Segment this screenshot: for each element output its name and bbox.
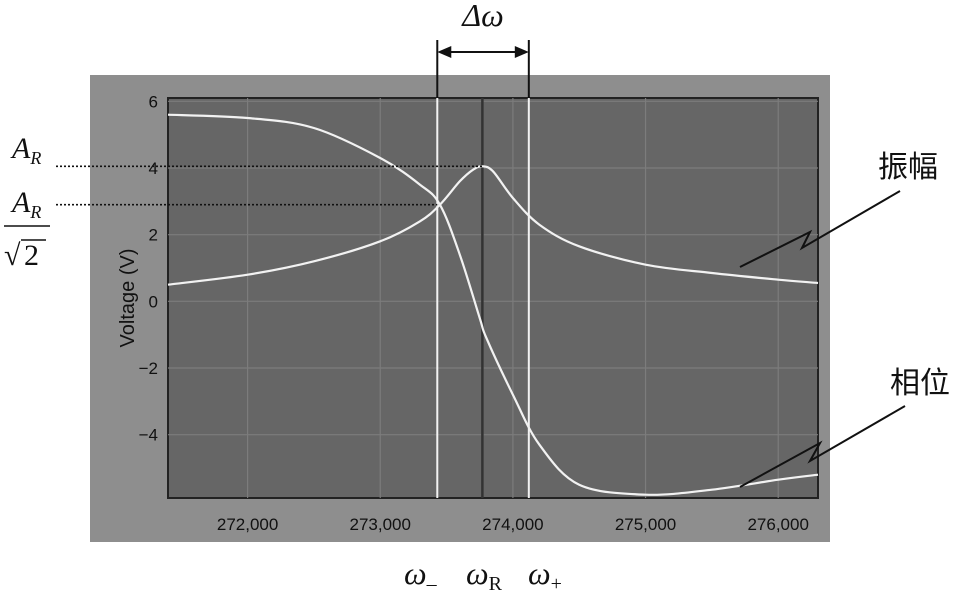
amplitude-guides (56, 165, 483, 206)
curves (167, 113, 819, 496)
y-tick-label: 0 (149, 292, 158, 311)
sqrt-symbol: √ (4, 239, 21, 272)
a-r-subscript: R (29, 148, 41, 168)
omega-plus-symbol: ω (528, 555, 551, 591)
omega-r-label: ωR (466, 555, 503, 595)
y-axis-label: Voltage (V) (117, 249, 139, 348)
omega-minus-subscript: – (426, 573, 438, 595)
delta-omega-bracket (436, 40, 530, 98)
omega-minus-symbol: ω (404, 555, 427, 591)
amplitude-pointer (739, 190, 901, 268)
a-r2-subscript: R (29, 202, 41, 222)
phase-pointer (739, 405, 906, 488)
plot-area (167, 97, 819, 499)
bracket-arrowhead-left (437, 46, 452, 58)
y-tick-label: 2 (149, 226, 158, 245)
gridlines (168, 98, 818, 498)
x-tick-label: 272,000 (217, 515, 278, 534)
a-r-label: AR (10, 132, 41, 168)
phase-curve-label: 相位 (890, 366, 950, 401)
bracket-arrowhead-right (514, 46, 529, 58)
y-tick-label: −2 (139, 359, 158, 378)
phase-curve (167, 113, 819, 496)
x-tick-label: 273,000 (350, 515, 411, 534)
omega-r-symbol: ω (466, 555, 489, 591)
omega-r-subscript: R (489, 573, 503, 595)
a-r-over-sqrt2-numerator: AR (10, 186, 41, 222)
x-tick-label: 274,000 (482, 515, 543, 534)
y-tick-labels: 6 4 2 0 −2 −4 (139, 92, 158, 444)
y-tick-label: 4 (149, 159, 158, 178)
amplitude-curve-label: 振幅 (878, 150, 938, 185)
y-tick-label: −4 (139, 426, 158, 445)
x-tick-label: 275,000 (615, 515, 676, 534)
omega-plus-label: ω+ (528, 555, 562, 595)
a-r-symbol: A (10, 132, 31, 165)
y-tick-label: 6 (149, 92, 158, 111)
amplitude-curve (167, 165, 819, 286)
x-tick-labels: 272,000 273,000 274,000 275,000 276,000 (217, 515, 809, 534)
frequency-marker-lines (436, 98, 530, 498)
delta-omega-label: Δω (460, 0, 503, 33)
omega-minus-label: ω– (404, 555, 438, 595)
a-r2-symbol: A (10, 186, 31, 219)
omega-plus-subscript: + (551, 573, 562, 595)
x-tick-label: 276,000 (747, 515, 808, 534)
sqrt-value: 2 (24, 239, 39, 272)
